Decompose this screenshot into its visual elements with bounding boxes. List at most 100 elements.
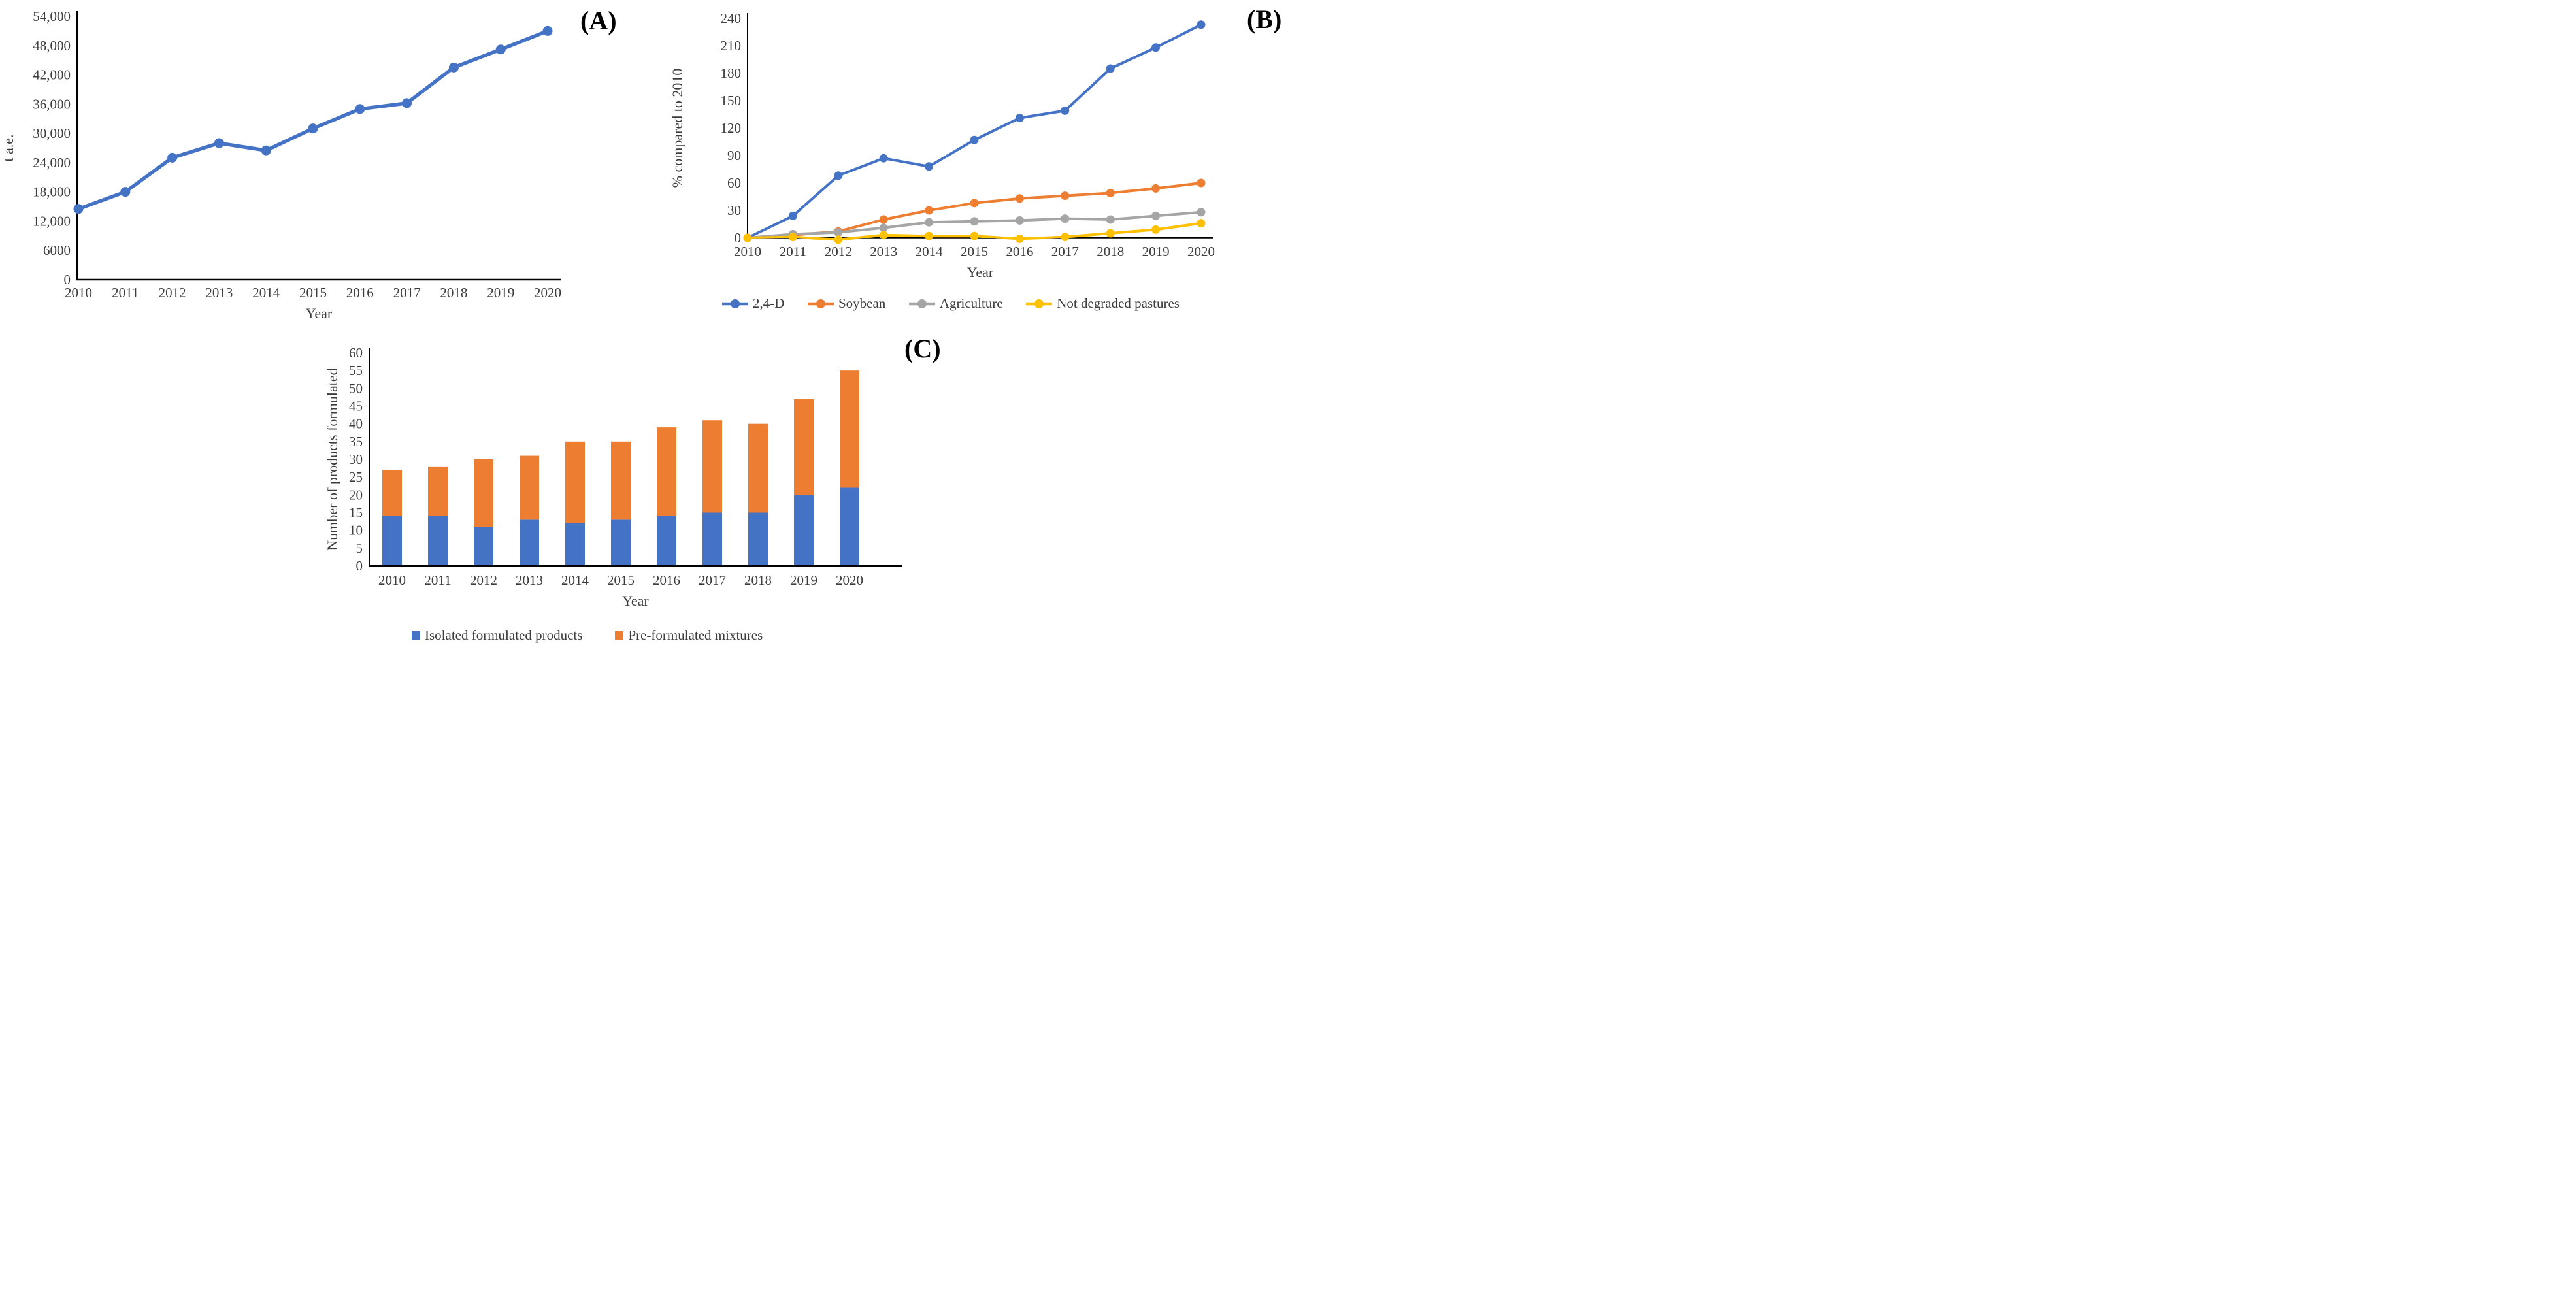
y-tick-label: 48,000: [33, 38, 71, 54]
legend-label: Soybean: [838, 295, 886, 311]
x-tick-label: 2014: [561, 572, 589, 588]
x-tick-label: 2015: [607, 572, 635, 588]
y-tick-label: 60: [349, 345, 363, 361]
bar-segment-pre-formulated-mixtures: [382, 470, 402, 516]
data-point-not-degraded-pastures: [1197, 219, 1206, 228]
legend-label: Agriculture: [939, 295, 1003, 311]
data-point-agriculture: [879, 223, 888, 233]
legend-line-marker-icon: [807, 299, 834, 308]
bar-segment-pre-formulated-mixtures: [565, 441, 585, 523]
x-axis-title: Year: [967, 264, 994, 280]
x-tick-label: 2015: [961, 244, 988, 259]
y-tick-label: 42,000: [33, 67, 71, 83]
data-point-2-4-d: [1197, 20, 1206, 29]
legend-item-isolated-formulated-products: Isolated formulated products: [412, 627, 582, 644]
bar-segment-pre-formulated-mixtures: [428, 466, 448, 516]
x-tick-label: 2014: [252, 285, 280, 301]
legend-square-icon: [412, 631, 420, 640]
legend-line-marker-icon: [722, 299, 748, 308]
data-point-not-degraded-pastures: [834, 235, 843, 244]
y-tick-label: 55: [349, 363, 363, 378]
data-point-series: [542, 25, 553, 36]
y-tick-label: 240: [721, 10, 742, 26]
bar-segment-pre-formulated-mixtures: [702, 420, 722, 513]
x-tick-label: 2017: [393, 285, 421, 301]
data-point-not-degraded-pastures: [879, 231, 888, 240]
data-point-not-degraded-pastures: [1061, 233, 1070, 242]
data-point-agriculture: [1197, 208, 1206, 217]
data-point-2-4-d: [1106, 64, 1115, 73]
data-point-soybean: [1061, 191, 1070, 201]
y-tick-label: 6000: [43, 242, 71, 258]
data-point-series: [448, 62, 459, 73]
y-tick-label: 50: [349, 380, 363, 396]
y-tick-label: 35: [349, 434, 363, 450]
x-tick-label: 2010: [734, 244, 761, 259]
y-tick-label: 120: [721, 120, 742, 136]
chart-b-line-percent-compared-2010: 0 30 60 90 120 150 180 210 240 2010 2011 2012 2013 20…: [669, 10, 1215, 280]
bar-segment-isolated-formulated-products: [702, 512, 722, 566]
legend-square-icon: [615, 631, 624, 640]
data-point-series: [261, 145, 271, 156]
bar-segment-isolated-formulated-products: [611, 519, 631, 566]
y-tick-label: 24,000: [33, 155, 71, 171]
data-point-not-degraded-pastures: [1015, 234, 1024, 243]
y-tick-label: 5: [356, 540, 363, 556]
x-tick-label: 2019: [487, 285, 514, 301]
data-point-2-4-d: [1015, 114, 1024, 123]
bar-segment-isolated-formulated-products: [520, 519, 539, 566]
data-point-not-degraded-pastures: [743, 233, 752, 242]
y-tick-label: 150: [721, 93, 742, 108]
x-tick-label: 2010: [65, 285, 92, 301]
data-point-agriculture: [1106, 215, 1115, 224]
x-tick-label: 2018: [440, 285, 467, 301]
bar-segment-pre-formulated-mixtures: [520, 455, 539, 520]
x-tick-label: 2016: [653, 572, 680, 588]
x-tick-label: 2014: [916, 244, 944, 259]
y-tick-label: 60: [727, 175, 741, 191]
legend-label: Isolated formulated products: [425, 627, 583, 643]
data-point-not-degraded-pastures: [970, 231, 979, 240]
x-tick-label: 2018: [744, 572, 772, 588]
x-tick-label: 2010: [378, 572, 406, 588]
x-tick-label: 2020: [534, 285, 561, 301]
data-point-series: [495, 44, 506, 55]
y-tick-label: 54,000: [33, 8, 71, 24]
series-line-soybean: [747, 182, 1202, 239]
y-axis-title: % compared to 2010: [669, 69, 685, 188]
bar-segment-pre-formulated-mixtures: [611, 441, 631, 520]
x-tick-label: 2016: [346, 285, 374, 301]
x-tick-label: 2017: [699, 572, 726, 588]
legend-item-agriculture: Agriculture: [908, 295, 1003, 312]
y-tick-label: 10: [349, 523, 363, 538]
x-tick-label: 2012: [470, 572, 497, 588]
bar-segment-isolated-formulated-products: [428, 516, 448, 566]
chart-a-line-24d-sales: 0 6000 12,000 18,000 24,000 30,000 36,000 42,00…: [0, 8, 561, 321]
data-point-series: [308, 123, 318, 134]
x-tick-label: 2013: [870, 244, 897, 259]
bar-segment-isolated-formulated-products: [657, 516, 676, 566]
y-tick-label: 0: [64, 272, 71, 287]
bar-segment-isolated-formulated-products: [382, 516, 402, 566]
legend-dot: [731, 299, 740, 308]
y-tick-label: 20: [349, 487, 363, 502]
x-tick-label: 2018: [1097, 244, 1124, 259]
y-tick-label: 12,000: [33, 213, 71, 229]
y-tick-label: 30: [349, 452, 363, 467]
chart-c-stacked-bar-products: 0 5 10 15 20 25 30 35 40 45 50 55 60 2010 2011 2012 2013…: [324, 345, 902, 609]
x-tick-label: 2016: [1006, 244, 1033, 259]
data-point-soybean: [925, 206, 934, 215]
data-point-series: [120, 187, 131, 197]
data-point-soybean: [1197, 178, 1206, 188]
chart-c-legend: Isolated formulated products Pre-formulat…: [412, 627, 763, 644]
x-tick-label: 2019: [1142, 244, 1170, 259]
bar-segment-pre-formulated-mixtures: [794, 399, 814, 495]
data-point-soybean: [970, 199, 979, 208]
legend-line-marker-icon: [908, 299, 935, 308]
x-tick-label: 2020: [1187, 244, 1215, 259]
y-tick-label: 90: [727, 148, 741, 163]
data-point-series: [214, 138, 224, 148]
x-tick-label: 2012: [825, 244, 852, 259]
data-point-not-degraded-pastures: [1106, 229, 1115, 238]
data-point-2-4-d: [788, 211, 797, 220]
